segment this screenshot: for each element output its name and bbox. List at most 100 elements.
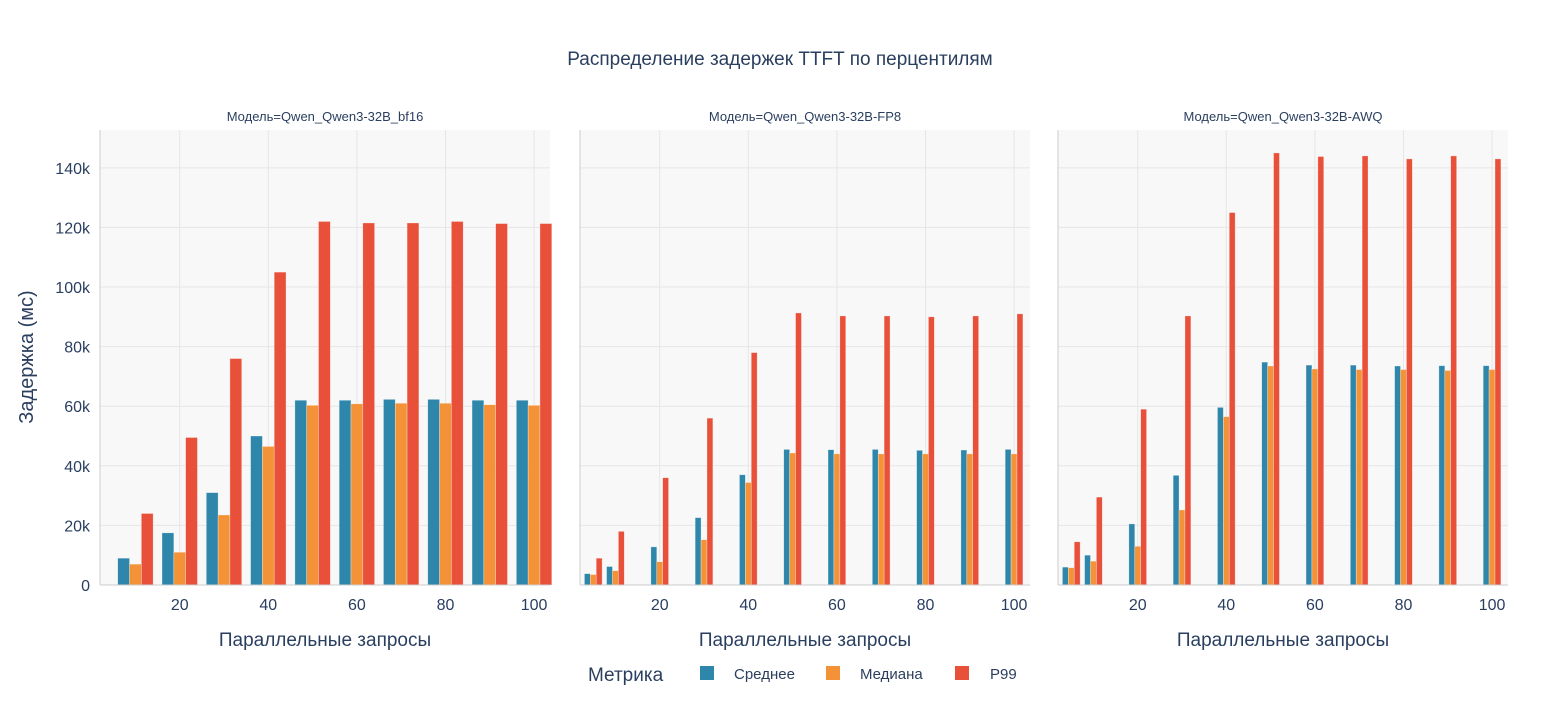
bar-p99[interactable] <box>1273 152 1280 586</box>
bar-mean[interactable] <box>584 573 591 586</box>
bar-mean[interactable] <box>1004 449 1012 586</box>
bar-median[interactable] <box>439 402 452 586</box>
bar-median[interactable] <box>1355 369 1363 586</box>
bar-mean[interactable] <box>1062 566 1069 586</box>
bar-p99[interactable] <box>1016 313 1024 586</box>
bar-median[interactable] <box>1010 453 1018 586</box>
bar-median[interactable] <box>483 404 496 586</box>
bar-median[interactable] <box>966 453 974 586</box>
bar-p99[interactable] <box>273 271 287 586</box>
bar-p99[interactable] <box>972 315 979 586</box>
bar-p99[interactable] <box>595 557 603 586</box>
bar-p99[interactable] <box>1317 156 1325 586</box>
bar-p99[interactable] <box>1184 315 1192 586</box>
bar-median[interactable] <box>1311 368 1319 586</box>
bar-mean[interactable] <box>383 399 396 586</box>
bar-median[interactable] <box>1223 416 1230 586</box>
bar-median[interactable] <box>745 482 752 586</box>
bar-p99[interactable] <box>839 315 847 586</box>
bar-median[interactable] <box>656 561 663 586</box>
bar-median[interactable] <box>394 402 408 586</box>
bar-mean[interactable] <box>1438 365 1446 586</box>
bar-median[interactable] <box>922 453 929 586</box>
bar-median[interactable] <box>1178 509 1186 586</box>
bar-p99[interactable] <box>1140 408 1147 586</box>
bar-p99[interactable] <box>1096 496 1103 586</box>
bar-mean[interactable] <box>1217 407 1224 586</box>
bar-median[interactable] <box>700 539 708 586</box>
bar-mean[interactable] <box>650 546 658 586</box>
bar-mean[interactable] <box>1084 554 1091 586</box>
bar-mean[interactable] <box>1172 475 1180 586</box>
bar-mean[interactable] <box>1261 361 1268 586</box>
bar-median[interactable] <box>262 446 275 586</box>
bar-p99[interactable] <box>1406 158 1413 586</box>
bar-median[interactable] <box>1134 545 1141 586</box>
bar-mean[interactable] <box>427 399 440 586</box>
bar-p99[interactable] <box>1494 158 1502 586</box>
bar-median[interactable] <box>173 551 186 586</box>
bar-median[interactable] <box>527 405 541 586</box>
bar-mean[interactable] <box>960 449 968 586</box>
bar-p99[interactable] <box>1450 155 1457 586</box>
bar-median[interactable] <box>350 403 364 586</box>
bar-mean[interactable] <box>1128 523 1136 586</box>
bar-mean[interactable] <box>694 517 702 586</box>
bar-mean[interactable] <box>205 492 219 586</box>
bar-median[interactable] <box>833 453 841 586</box>
bar-mean[interactable] <box>161 532 175 586</box>
bar-p99[interactable] <box>883 315 891 586</box>
bar-mean[interactable] <box>739 474 746 586</box>
bar-median[interactable] <box>789 452 796 586</box>
bar-median[interactable] <box>1267 365 1274 586</box>
bar-mean[interactable] <box>294 399 307 586</box>
bar-median[interactable] <box>1068 567 1075 586</box>
bar-mean[interactable] <box>471 399 485 586</box>
bar-mean[interactable] <box>783 449 790 586</box>
bar-median[interactable] <box>1090 560 1097 586</box>
bar-median[interactable] <box>590 574 597 586</box>
bar-mean[interactable] <box>1305 364 1313 586</box>
bar-mean[interactable] <box>872 449 879 586</box>
bar-mean[interactable] <box>516 399 529 586</box>
bar-p99[interactable] <box>451 221 464 586</box>
bar-median[interactable] <box>217 514 231 586</box>
bar-mean[interactable] <box>606 566 613 586</box>
bar-p99[interactable] <box>618 531 625 586</box>
bar-p99[interactable] <box>362 222 375 586</box>
bar-median[interactable] <box>612 570 619 586</box>
bar-median[interactable] <box>129 563 142 586</box>
bar-p99[interactable] <box>185 437 198 586</box>
bar-p99[interactable] <box>795 312 802 586</box>
bar-p99[interactable] <box>750 352 758 586</box>
facet-panel-2: 20 40 60 80 100 Модель=Qwen_Qwen3-32B-FP8 Пара… <box>579 109 1030 651</box>
bar-mean[interactable] <box>827 449 835 586</box>
bar-mean[interactable] <box>338 399 352 586</box>
bar-mean[interactable] <box>916 450 923 586</box>
legend-item-mean[interactable]: Среднее <box>700 666 795 683</box>
bar-median[interactable] <box>1400 369 1407 586</box>
bar-p99[interactable] <box>495 223 508 586</box>
bar-p99[interactable] <box>406 222 420 586</box>
bar-p99[interactable] <box>1361 155 1369 586</box>
bar-median[interactable] <box>1444 370 1452 586</box>
bar-p99[interactable] <box>662 477 669 586</box>
bar-mean[interactable] <box>1350 364 1357 586</box>
bar-p99[interactable] <box>1073 541 1081 586</box>
legend-item-median[interactable]: Медиана <box>826 666 923 683</box>
bar-mean[interactable] <box>1394 365 1401 586</box>
bar-p99[interactable] <box>539 223 553 586</box>
bar-mean[interactable] <box>1482 365 1490 586</box>
bar-p99[interactable] <box>706 417 714 586</box>
bar-p99[interactable] <box>141 513 154 586</box>
bar-p99[interactable] <box>318 221 331 586</box>
bar-mean[interactable] <box>250 435 263 586</box>
bar-median[interactable] <box>877 453 885 586</box>
bar-median[interactable] <box>1488 369 1496 586</box>
bar-p99[interactable] <box>928 316 935 586</box>
bar-p99[interactable] <box>1228 212 1236 586</box>
bar-median[interactable] <box>306 405 319 586</box>
bar-p99[interactable] <box>229 358 243 586</box>
legend-item-p99[interactable]: P99 <box>955 666 1017 683</box>
bar-mean[interactable] <box>117 557 130 586</box>
